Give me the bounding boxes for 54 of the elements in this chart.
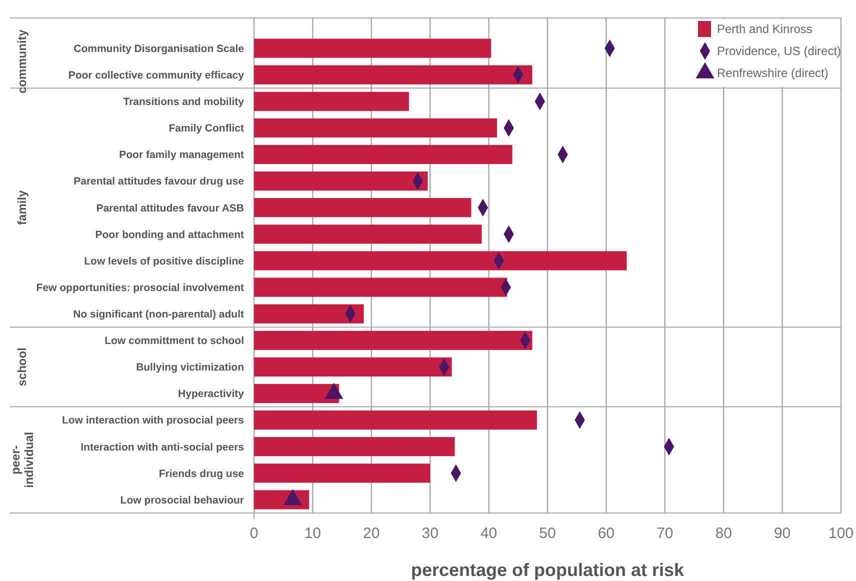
y-tick-label: Low levels of positive discipline	[84, 255, 244, 268]
x-tick-label: 50	[539, 525, 556, 542]
x-tick-label: 30	[422, 525, 438, 542]
x-tick-label: 100	[828, 525, 854, 542]
bar	[254, 38, 492, 58]
x-tick-label: 60	[598, 525, 615, 542]
y-tick-label: Low interaction with prosocial peers	[62, 414, 244, 427]
bar	[254, 118, 498, 138]
legend-label: Renfrewshire (direct)	[717, 66, 828, 80]
y-tick-label: Transitions and mobility	[123, 96, 244, 108]
text: community	[15, 29, 30, 94]
y-tick-label: Parental attitudes favour drug use	[74, 176, 244, 188]
x-tick-label: 0	[250, 525, 258, 542]
bar	[254, 304, 364, 324]
x-tick-label: 90	[774, 525, 791, 542]
y-tick-label: Family Conflict	[168, 122, 244, 135]
bar	[254, 224, 482, 244]
legend-label: Perth and Kinross	[717, 22, 812, 36]
y-tick-label: Parental attitudes favour ASB	[96, 202, 244, 214]
bar	[254, 278, 507, 297]
x-axis-title: percentage of population at risk	[410, 560, 686, 580]
bar	[254, 410, 537, 430]
x-tick-label: 20	[363, 525, 380, 542]
y-tick-label: Poor family management	[119, 149, 244, 162]
x-tick-label: 80	[715, 525, 732, 542]
bar	[254, 251, 627, 270]
y-tick-label: Poor bonding and attachment	[95, 228, 244, 241]
text: school	[15, 348, 30, 386]
text: family	[15, 190, 30, 225]
bar	[254, 330, 532, 350]
legend-label: Providence, US (direct)	[717, 44, 842, 58]
y-tick-label: Hyperactivity	[178, 388, 244, 400]
y-tick-label: Community Disorganisation Scale	[74, 42, 244, 55]
bar	[254, 357, 452, 377]
x-tick-label: 70	[656, 525, 674, 542]
y-tick-label: Few opportunities: prosocial involvement	[36, 282, 244, 294]
y-tick-label: No significant (non-parental) adult	[73, 308, 244, 321]
y-tick-label: Friends drug use	[158, 468, 244, 480]
y-tick-label: Low prosocial behaviour	[120, 494, 244, 506]
y-tick-label: Low committment to school	[104, 335, 244, 348]
bar	[254, 92, 409, 111]
x-tick-label: 10	[304, 525, 322, 542]
bar	[254, 384, 340, 404]
bar	[254, 437, 455, 456]
bar	[254, 464, 430, 483]
y-tick-label: Bullying victimization	[136, 362, 244, 374]
x-tick-label: 40	[480, 525, 498, 542]
bar	[254, 171, 428, 191]
bar	[254, 144, 512, 164]
text: peer-individual	[8, 432, 36, 488]
y-tick-label: Interaction with anti-social peers	[80, 441, 244, 454]
bar	[254, 65, 532, 84]
bar	[254, 198, 472, 218]
y-tick-label: Poor collective community efficacy	[68, 70, 244, 82]
